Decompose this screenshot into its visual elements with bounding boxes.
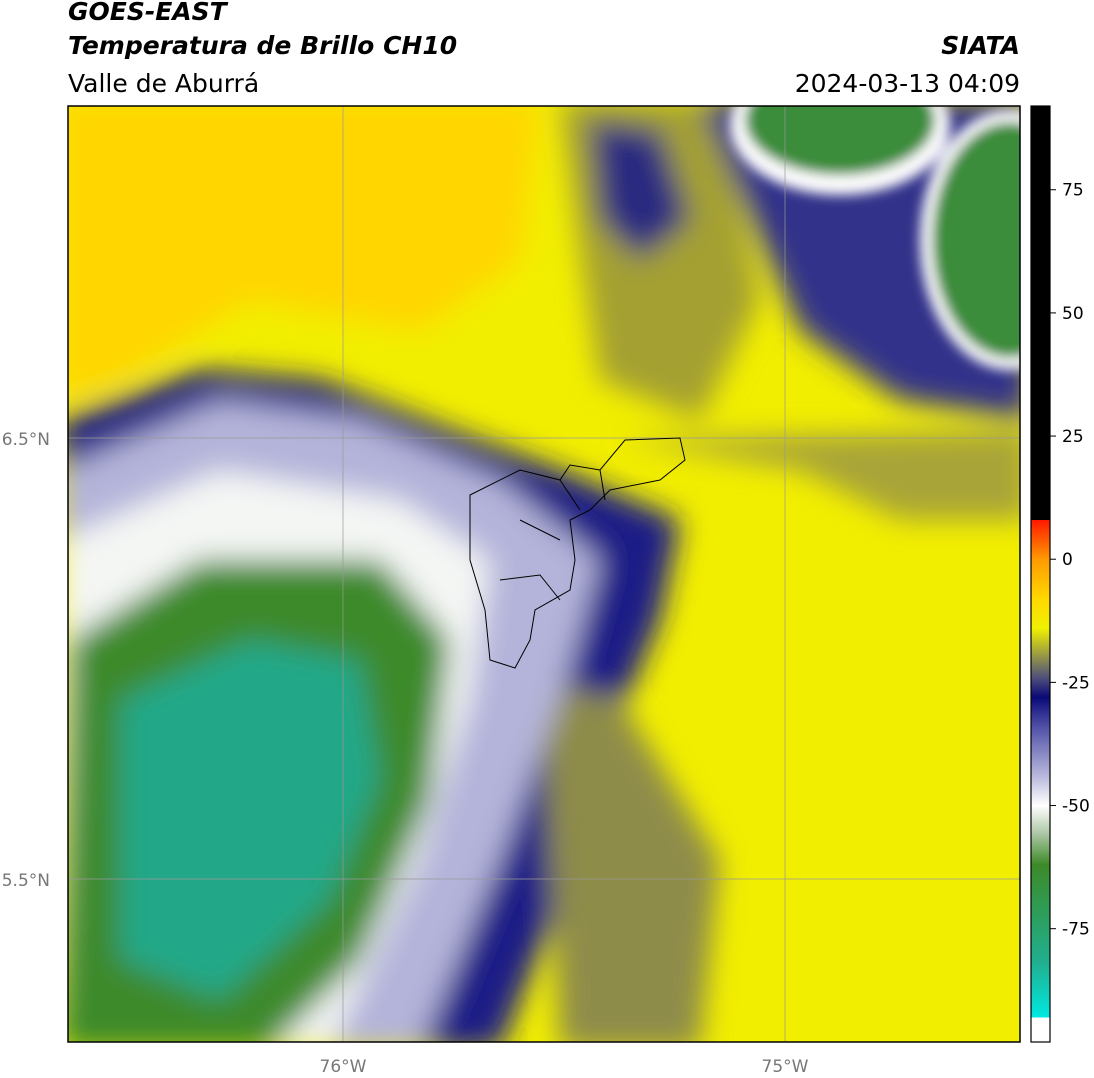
datetime: 2024-03-13 04:09	[795, 69, 1020, 98]
colorbar-tick-label: 0	[1062, 550, 1073, 570]
region: Valle de Aburrá	[68, 69, 259, 98]
source: SIATA	[941, 31, 1020, 60]
colorbar-tick-label: -75	[1062, 920, 1090, 940]
title: GOES-EAST	[68, 0, 229, 26]
lat-label: 6.5°N	[2, 430, 50, 450]
colorbar	[1030, 105, 1051, 1043]
subtitle: Temperatura de Brillo CH10	[68, 31, 457, 60]
lon-label: 76°W	[320, 1057, 367, 1077]
map-frame	[67, 105, 1021, 1043]
colorbar-tick-label: 25	[1062, 427, 1084, 447]
lat-label: 5.5°N	[2, 871, 50, 891]
municipality-boundaries	[469, 437, 686, 669]
colorbar-tick-label: 50	[1062, 304, 1084, 324]
colorbar-tick-label: -50	[1062, 797, 1090, 817]
lon-label: 75°W	[762, 1057, 809, 1077]
map	[68, 106, 1020, 1042]
colorbar-tick-label: 75	[1062, 181, 1084, 201]
colorbar-tick-label: -25	[1062, 673, 1090, 693]
colorbar-ticks: 75 50 25 0 -25 -50 -75	[1050, 181, 1090, 940]
map-field	[68, 106, 1020, 1042]
